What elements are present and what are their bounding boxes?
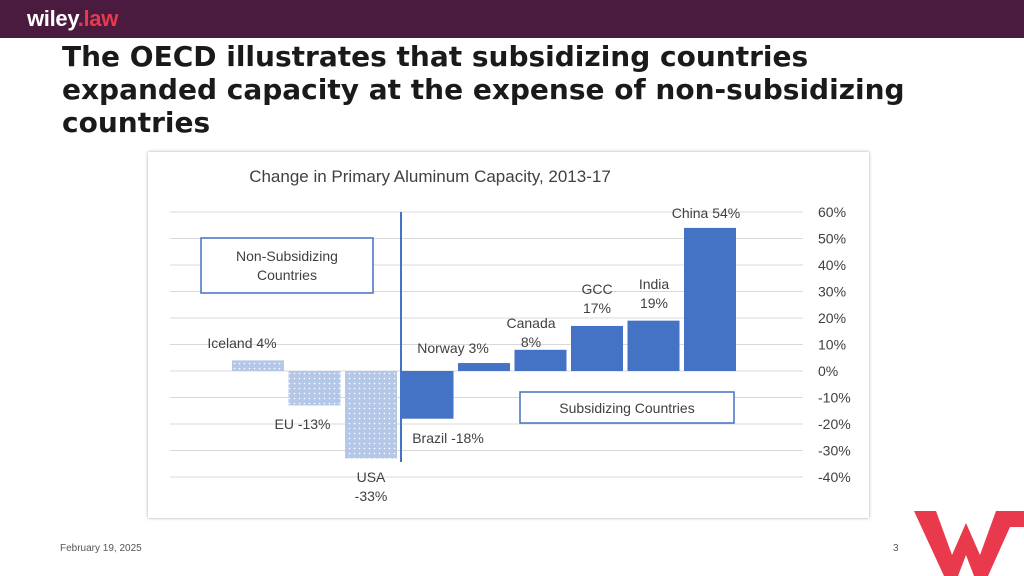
y-tick-label: 20% <box>818 310 846 326</box>
non-subsidizing-legend-border <box>200 237 374 294</box>
bar-canada <box>514 349 567 371</box>
page-number: 3 <box>893 543 899 554</box>
non-subsidizing-label-line1: Non-Subsidizing <box>236 248 338 264</box>
subsidizing-legend-box: Subsidizing Countries <box>519 391 735 424</box>
data-label-brazil: Brazil -18% <box>412 430 484 446</box>
chart-panel: Change in Primary Aluminum Capacity, 201… <box>148 152 869 518</box>
data-label-india: India <box>639 276 670 292</box>
subsidizing-label: Subsidizing Countries <box>559 400 694 416</box>
y-tick-label: -20% <box>818 416 851 432</box>
bar-gcc <box>571 325 623 371</box>
data-label-gcc: GCC <box>581 281 612 297</box>
y-tick-label: 50% <box>818 231 846 247</box>
bar-labels: Iceland 4% EU -13% USA -33% Brazil -18% Norwa… <box>207 205 740 504</box>
data-label-canada: Canada <box>506 315 555 331</box>
logo-suffix-text: .law <box>77 6 119 31</box>
bar-china <box>684 227 736 371</box>
data-label-iceland: Iceland 4% <box>207 335 276 351</box>
data-label-usa: USA <box>357 469 386 485</box>
y-tick-label: 10% <box>818 337 846 353</box>
chart-title: Change in Primary Aluminum Capacity, 201… <box>249 167 611 186</box>
data-label-gcc: 17% <box>583 300 611 316</box>
y-tick-label: -30% <box>818 443 851 459</box>
wiley-w-logo <box>914 511 1024 576</box>
y-tick-label: -40% <box>818 469 851 485</box>
y-tick-label: 30% <box>818 284 846 300</box>
subsidizing-legend-border <box>519 391 735 424</box>
y-tick-label: -10% <box>818 390 851 406</box>
header-bar: wiley.law <box>0 0 1024 38</box>
bar-brazil <box>401 371 454 419</box>
data-label-india: 19% <box>640 295 668 311</box>
data-label-usa: -33% <box>355 488 388 504</box>
non-subsidizing-label-line2: Countries <box>257 267 317 283</box>
footer-date: February 19, 2025 <box>60 543 142 554</box>
y-axis-ticks: 60% 50% 40% 30% 20% 10% 0% -10% -20% -30% -40% <box>818 204 851 485</box>
data-label-china: China 54% <box>672 205 741 221</box>
data-label-eu: EU -13% <box>274 416 330 432</box>
non-subsidizing-legend-box: Non-Subsidizing Countries <box>200 237 374 294</box>
wiley-w-shape <box>914 511 1024 576</box>
bar-usa <box>345 371 397 459</box>
data-label-norway: Norway 3% <box>417 340 489 356</box>
bars <box>232 227 736 459</box>
y-tick-label: 60% <box>818 204 846 220</box>
slide-title: The OECD illustrates that subsidizing co… <box>62 40 905 139</box>
bar-eu <box>288 371 341 406</box>
bar-india <box>627 320 680 371</box>
y-tick-label: 0% <box>818 363 838 379</box>
bar-norway <box>458 363 510 371</box>
logo-main-text: wiley <box>27 6 78 31</box>
bar-iceland <box>232 360 284 371</box>
data-label-canada: 8% <box>521 334 541 350</box>
y-tick-label: 40% <box>818 257 846 273</box>
aluminum-capacity-chart: Change in Primary Aluminum Capacity, 201… <box>170 167 851 504</box>
wiley-logo[interactable]: wiley.law <box>27 6 118 32</box>
